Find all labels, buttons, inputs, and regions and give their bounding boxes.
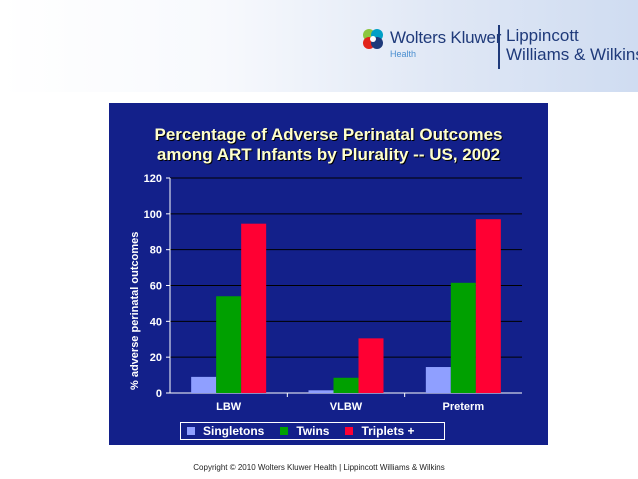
y-tick-label-3: 60: [150, 281, 162, 293]
header-band: [0, 0, 638, 92]
legend-swatch-triplets: [345, 427, 354, 435]
y-tick-label-2: 40: [150, 316, 162, 328]
legend-item-triplets: Triplets +: [345, 424, 415, 438]
y-tick-label-4: 80: [150, 245, 162, 257]
x-tick-label-lbw: LBW: [216, 401, 242, 413]
bar-singletons-preterm: [425, 367, 451, 393]
legend-swatch-twins: [280, 427, 289, 435]
bar-twins-preterm: [450, 282, 476, 393]
legend-label-twins: Twins: [296, 424, 330, 438]
copyright-text: Copyright © 2010 Wolters Kluwer Health |…: [193, 463, 445, 472]
y-tick-label-1: 20: [150, 352, 162, 364]
x-tick-label-vlbw: VLBW: [330, 401, 363, 413]
legend-item-singletons: Singletons: [187, 424, 264, 438]
partner-name-line2: Williams & Wilkins: [506, 45, 638, 64]
brand-name: Wolters Kluwer: [390, 28, 502, 47]
brand-subtitle: Health: [390, 49, 417, 59]
chart-title: Percentage of Adverse Perinatal Outcomes…: [109, 125, 548, 165]
bar-singletons-lbw: [191, 376, 217, 393]
x-tick-label-preterm: Preterm: [443, 401, 485, 413]
logo-divider: [498, 25, 500, 69]
legend-item-twins: Twins: [280, 424, 329, 438]
legend-label-singletons: Singletons: [203, 424, 265, 438]
bar-triplets-lbw: [241, 223, 267, 393]
chart-title-line1: Percentage of Adverse Perinatal Outcomes: [154, 125, 503, 144]
chart-title-line2: among ART Infants by Plurality -- US, 20…: [156, 145, 501, 164]
chart-legend: Singletons Twins Triplets +: [180, 422, 445, 440]
bar-singletons-vlbw: [308, 390, 334, 393]
bar-triplets-preterm: [475, 219, 501, 393]
chart-panel: Percentage of Adverse Perinatal Outcomes…: [109, 103, 548, 445]
bar-twins-vlbw: [333, 377, 359, 393]
y-tick-label-0: 0: [156, 388, 162, 400]
publisher-logo: Wolters Kluwer Health Lippincott William…: [356, 20, 638, 76]
bar-twins-lbw: [216, 296, 242, 393]
partner-name: Lippincott Williams & Wilkins: [506, 26, 638, 64]
bar-chart-plot: 0 20 40 60 80 100 120 LBW VLBW Preterm: [144, 173, 522, 413]
bar-triplets-vlbw: [358, 338, 384, 393]
y-tick-label-5: 100: [144, 209, 162, 221]
partner-name-line1: Lippincott: [506, 26, 579, 45]
legend-swatch-singletons: [187, 427, 195, 435]
legend-label-triplets: Triplets +: [361, 424, 415, 438]
y-tick-label-6: 120: [144, 173, 162, 185]
wolters-kluwer-logo-icon: [363, 29, 383, 49]
